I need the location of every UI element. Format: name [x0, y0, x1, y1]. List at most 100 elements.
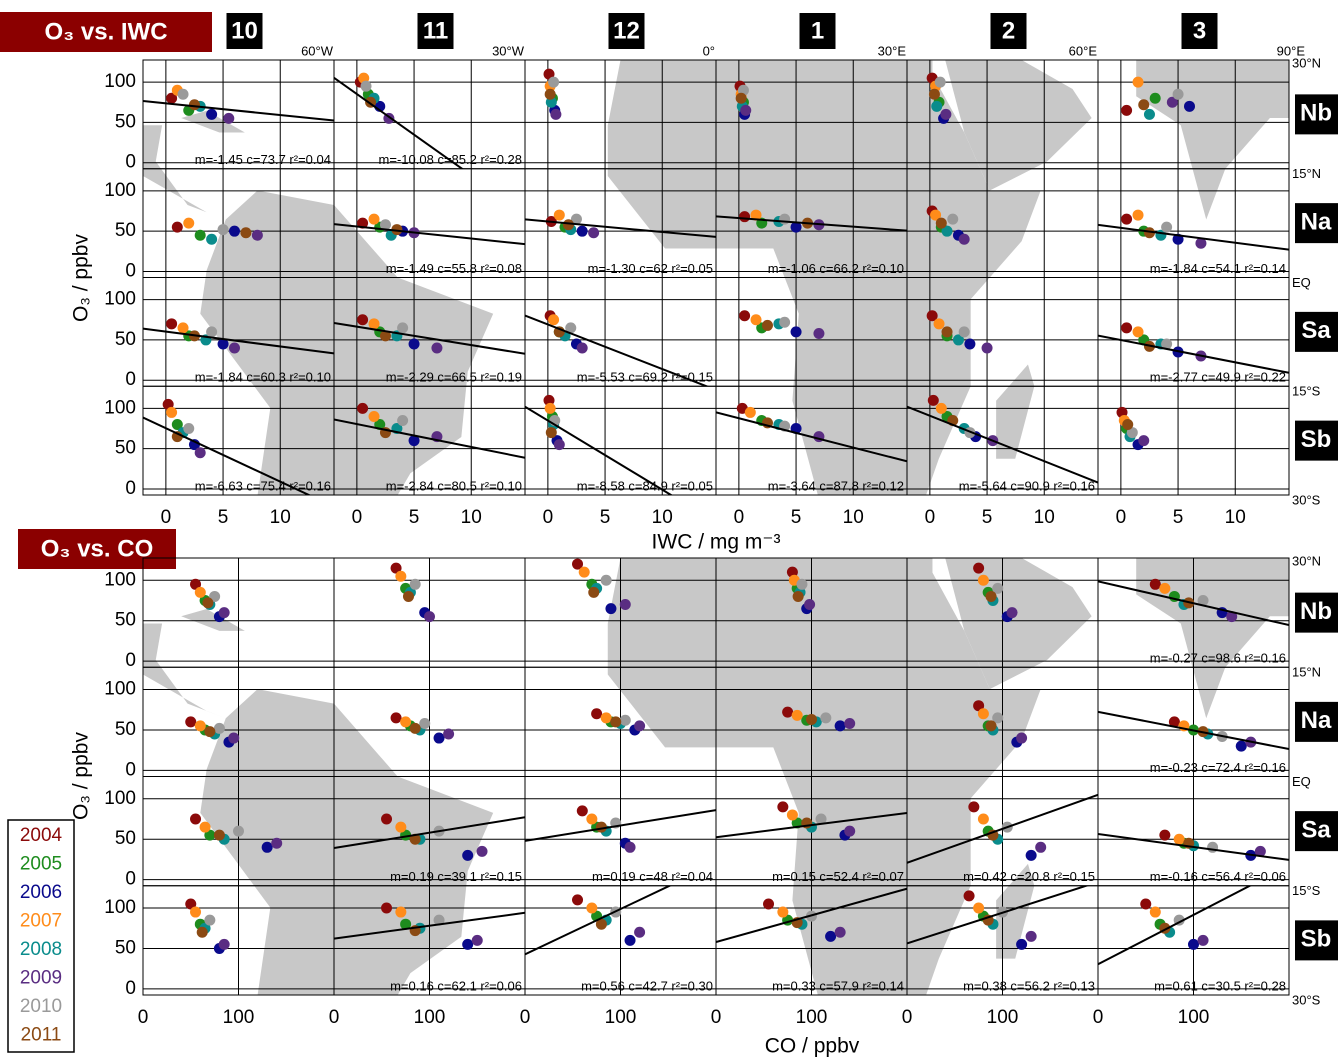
x-tick-label: 0 — [329, 1007, 340, 1028]
y-tick-label: 50 — [115, 220, 136, 241]
point — [941, 225, 953, 237]
panel — [525, 885, 716, 995]
point — [1016, 938, 1028, 950]
point — [947, 213, 959, 225]
point — [786, 809, 798, 821]
region-box — [1295, 701, 1338, 742]
y-tick-label: 0 — [125, 978, 136, 999]
month-box — [1181, 13, 1218, 49]
month-box — [990, 13, 1027, 49]
fit-line — [716, 887, 907, 944]
point — [570, 213, 582, 225]
panel — [1098, 558, 1289, 668]
point — [177, 322, 189, 334]
fit-annotation: m=0.38 c=56.2 r²=0.13 — [963, 978, 1095, 993]
x-tick-label: 5 — [409, 507, 420, 528]
fit-line — [716, 812, 907, 839]
point — [1226, 611, 1238, 623]
point — [934, 76, 946, 88]
y-tick-label: 0 — [125, 869, 136, 890]
point — [1121, 213, 1133, 225]
point — [1188, 938, 1199, 950]
x-tick-label: 100 — [605, 1007, 637, 1028]
legend-entry: 2005 — [20, 854, 62, 875]
y-tick-label: 100 — [104, 569, 136, 590]
panel — [334, 885, 525, 995]
fit-annotation: m=-1.45 c=73.7 r²=0.04 — [195, 152, 331, 167]
point — [619, 714, 631, 726]
title-box — [0, 12, 212, 52]
point — [228, 732, 240, 744]
panel — [907, 60, 1098, 169]
panel — [1098, 168, 1289, 278]
fit-line — [716, 411, 907, 463]
latitude-label: EQ — [1292, 275, 1311, 290]
point — [1138, 435, 1150, 447]
fit-annotation: m=-5.53 c=69.2 r²=0.15 — [577, 370, 713, 385]
y-tick-label: 100 — [104, 897, 136, 918]
panel — [525, 776, 716, 886]
panel — [334, 60, 525, 169]
point — [1168, 716, 1180, 728]
legend-box — [7, 819, 75, 1053]
panel — [1098, 776, 1289, 886]
fit-line — [1098, 833, 1289, 861]
month-label: 12 — [613, 17, 640, 44]
fit-annotation: m=0.19 c=39.1 r²=0.15 — [390, 869, 522, 884]
y-tick-label: 0 — [125, 478, 136, 499]
point — [963, 890, 975, 902]
point — [190, 813, 202, 825]
fit-annotation: m=-8.58 c=84.9 r²=0.05 — [577, 478, 713, 493]
fit-line — [1098, 885, 1253, 966]
point — [271, 837, 283, 849]
point — [217, 224, 229, 236]
point — [213, 829, 225, 841]
point — [1195, 237, 1207, 249]
month-label: 10 — [231, 17, 258, 44]
point — [576, 342, 588, 354]
latitude-label: EQ — [1292, 774, 1311, 789]
point — [1166, 96, 1178, 108]
point — [952, 334, 964, 346]
point — [977, 574, 989, 586]
land — [181, 110, 245, 133]
point — [194, 586, 206, 598]
month-label: 1 — [811, 17, 824, 44]
panel — [525, 168, 716, 278]
point — [790, 326, 802, 338]
point — [433, 732, 445, 744]
fit-annotation: m=0.15 c=52.4 r²=0.07 — [772, 869, 904, 884]
point — [543, 394, 555, 406]
x-tick-label: 10 — [270, 507, 291, 528]
fit-annotation: m=-10.08 c=85.2 r²=0.28 — [379, 152, 522, 167]
land — [996, 863, 1035, 959]
fit-line — [1098, 334, 1289, 374]
point — [395, 821, 407, 833]
point — [790, 221, 802, 233]
latitude-label: 30°N — [1292, 55, 1321, 70]
point — [544, 88, 556, 100]
latitude-label: 30°S — [1292, 492, 1321, 507]
fit-line — [1098, 710, 1289, 751]
land — [1136, 60, 1289, 220]
fit-line — [143, 100, 334, 122]
point — [183, 217, 195, 229]
point — [166, 318, 178, 330]
fit-annotation: m=-1.49 c=55.8 r²=0.08 — [386, 261, 522, 276]
point — [223, 112, 235, 124]
point — [992, 582, 1004, 594]
point — [431, 342, 443, 354]
point — [1025, 849, 1037, 861]
panel — [907, 667, 1098, 777]
fit-line — [334, 816, 525, 850]
x-tick-label: 10 — [1034, 507, 1055, 528]
fit-line — [334, 911, 525, 940]
fit-annotation: m=-1.30 c=62 r²=0.05 — [588, 261, 713, 276]
point — [796, 578, 808, 590]
x-tick-label: 0 — [138, 1007, 149, 1028]
point — [825, 930, 837, 942]
month-box — [226, 13, 263, 49]
point — [578, 566, 590, 578]
latitude-label: 15°S — [1292, 384, 1321, 399]
panel — [334, 667, 525, 777]
